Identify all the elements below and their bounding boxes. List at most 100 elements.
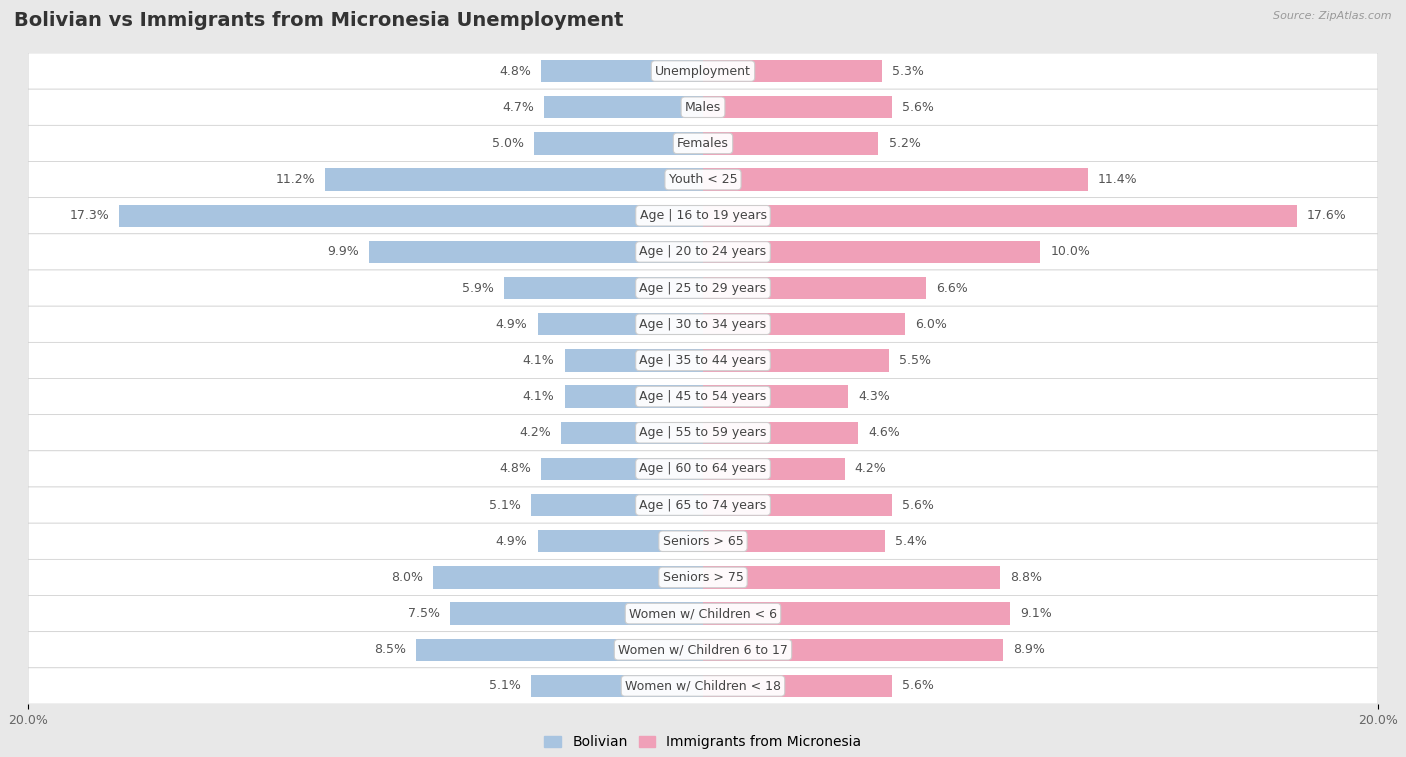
FancyBboxPatch shape <box>28 342 1378 378</box>
Text: Unemployment: Unemployment <box>655 64 751 77</box>
Bar <box>450 603 703 625</box>
Text: 5.9%: 5.9% <box>463 282 494 294</box>
Bar <box>703 639 1004 661</box>
Text: 5.3%: 5.3% <box>891 64 924 77</box>
Text: 11.4%: 11.4% <box>1098 173 1137 186</box>
Text: Age | 55 to 59 years: Age | 55 to 59 years <box>640 426 766 439</box>
Text: 4.7%: 4.7% <box>502 101 534 114</box>
FancyBboxPatch shape <box>28 523 1378 559</box>
Text: 5.6%: 5.6% <box>903 101 934 114</box>
Text: Age | 30 to 34 years: Age | 30 to 34 years <box>640 318 766 331</box>
Text: 17.3%: 17.3% <box>69 209 110 223</box>
Text: Age | 16 to 19 years: Age | 16 to 19 years <box>640 209 766 223</box>
Text: Age | 65 to 74 years: Age | 65 to 74 years <box>640 499 766 512</box>
Bar <box>368 241 703 263</box>
FancyBboxPatch shape <box>28 161 1378 198</box>
FancyBboxPatch shape <box>28 631 1378 668</box>
Bar <box>703 60 882 83</box>
Text: 4.1%: 4.1% <box>523 354 554 367</box>
FancyBboxPatch shape <box>28 596 1378 631</box>
FancyBboxPatch shape <box>28 198 1378 234</box>
FancyBboxPatch shape <box>28 234 1378 270</box>
Bar <box>416 639 703 661</box>
Text: 4.6%: 4.6% <box>869 426 900 439</box>
Bar <box>703 674 891 697</box>
Bar <box>541 60 703 83</box>
Text: Women w/ Children < 6: Women w/ Children < 6 <box>628 607 778 620</box>
Bar <box>703 422 858 444</box>
Bar <box>703 349 889 372</box>
FancyBboxPatch shape <box>28 415 1378 451</box>
Text: 8.8%: 8.8% <box>1010 571 1042 584</box>
Text: Seniors > 75: Seniors > 75 <box>662 571 744 584</box>
Text: 4.8%: 4.8% <box>499 463 531 475</box>
Bar <box>537 530 703 553</box>
Bar <box>703 277 925 299</box>
Text: 4.2%: 4.2% <box>519 426 551 439</box>
Text: 4.1%: 4.1% <box>523 390 554 403</box>
FancyBboxPatch shape <box>28 270 1378 306</box>
FancyBboxPatch shape <box>28 53 1378 89</box>
FancyBboxPatch shape <box>28 126 1378 161</box>
Text: 17.6%: 17.6% <box>1308 209 1347 223</box>
Bar <box>120 204 703 227</box>
Bar <box>703 458 845 480</box>
Text: 8.0%: 8.0% <box>391 571 423 584</box>
Bar <box>534 132 703 154</box>
Bar <box>561 422 703 444</box>
Text: Age | 60 to 64 years: Age | 60 to 64 years <box>640 463 766 475</box>
Text: Age | 35 to 44 years: Age | 35 to 44 years <box>640 354 766 367</box>
Text: 5.5%: 5.5% <box>898 354 931 367</box>
Text: Bolivian vs Immigrants from Micronesia Unemployment: Bolivian vs Immigrants from Micronesia U… <box>14 11 623 30</box>
Text: 8.5%: 8.5% <box>374 643 406 656</box>
Bar <box>544 96 703 118</box>
Text: 4.9%: 4.9% <box>496 534 527 548</box>
Bar <box>703 530 886 553</box>
Text: 6.6%: 6.6% <box>936 282 967 294</box>
Text: Males: Males <box>685 101 721 114</box>
Bar <box>703 168 1088 191</box>
Bar <box>703 204 1296 227</box>
Text: 5.2%: 5.2% <box>889 137 921 150</box>
Text: 8.9%: 8.9% <box>1014 643 1045 656</box>
Bar <box>703 241 1040 263</box>
Bar <box>703 566 1000 589</box>
FancyBboxPatch shape <box>28 89 1378 126</box>
FancyBboxPatch shape <box>28 668 1378 704</box>
Text: Age | 45 to 54 years: Age | 45 to 54 years <box>640 390 766 403</box>
Text: 5.6%: 5.6% <box>903 680 934 693</box>
Text: 9.9%: 9.9% <box>328 245 359 258</box>
FancyBboxPatch shape <box>28 306 1378 342</box>
Bar <box>503 277 703 299</box>
Bar <box>703 132 879 154</box>
Bar <box>703 313 905 335</box>
Text: 4.9%: 4.9% <box>496 318 527 331</box>
Text: Women w/ Children 6 to 17: Women w/ Children 6 to 17 <box>619 643 787 656</box>
Bar <box>541 458 703 480</box>
Bar <box>703 494 891 516</box>
Text: 4.8%: 4.8% <box>499 64 531 77</box>
Text: 5.4%: 5.4% <box>896 534 927 548</box>
Text: Source: ZipAtlas.com: Source: ZipAtlas.com <box>1274 11 1392 21</box>
Text: 10.0%: 10.0% <box>1050 245 1091 258</box>
Bar <box>703 96 891 118</box>
FancyBboxPatch shape <box>28 487 1378 523</box>
FancyBboxPatch shape <box>28 559 1378 596</box>
Text: 9.1%: 9.1% <box>1021 607 1052 620</box>
Text: 5.1%: 5.1% <box>489 680 520 693</box>
Bar <box>531 674 703 697</box>
Text: Females: Females <box>678 137 728 150</box>
Bar <box>703 603 1010 625</box>
Text: Age | 25 to 29 years: Age | 25 to 29 years <box>640 282 766 294</box>
Bar <box>531 494 703 516</box>
Bar <box>537 313 703 335</box>
Bar <box>703 385 848 408</box>
Bar <box>565 349 703 372</box>
Text: 5.0%: 5.0% <box>492 137 524 150</box>
Text: Seniors > 65: Seniors > 65 <box>662 534 744 548</box>
Text: Women w/ Children < 18: Women w/ Children < 18 <box>626 680 780 693</box>
Text: 5.1%: 5.1% <box>489 499 520 512</box>
Text: 7.5%: 7.5% <box>408 607 440 620</box>
Text: 6.0%: 6.0% <box>915 318 948 331</box>
Bar <box>433 566 703 589</box>
